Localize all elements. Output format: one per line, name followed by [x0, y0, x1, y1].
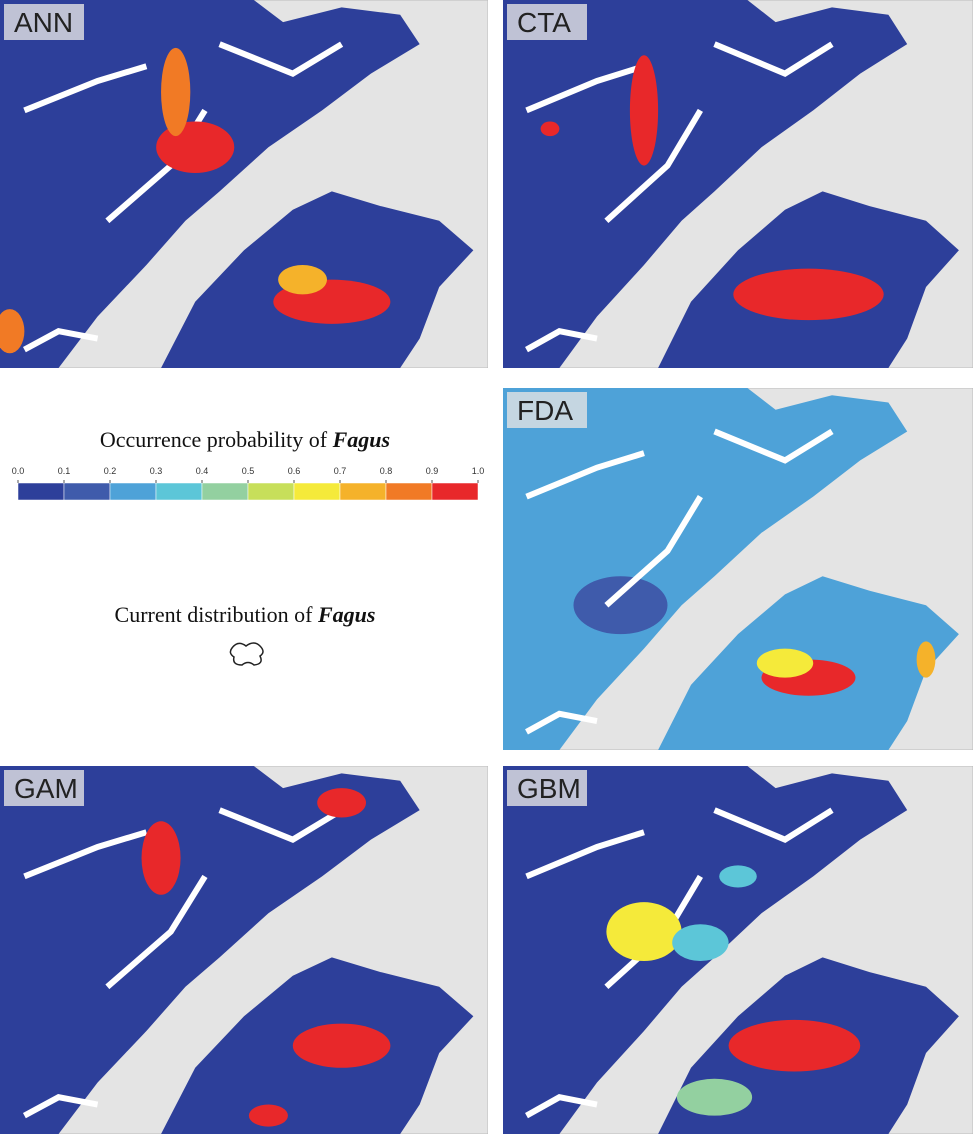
- colorbar-tick-label: 0.0: [12, 466, 25, 476]
- panel-label: ANN: [14, 7, 73, 38]
- panel-label: GBM: [517, 773, 581, 804]
- colorbar-swatch: [432, 483, 478, 500]
- colorbar-swatch: [18, 483, 64, 500]
- colorbar-swatch: [386, 483, 432, 500]
- colorbar-swatch: [64, 483, 110, 500]
- current-caption: Current distribution of Fagus: [115, 602, 376, 627]
- colorbar-tick-label: 0.2: [104, 466, 117, 476]
- hotspot: [249, 1105, 288, 1127]
- hotspot: [606, 902, 681, 961]
- colorbar-tick-label: 0.8: [380, 466, 393, 476]
- colorbar-tick-label: 0.6: [288, 466, 301, 476]
- hotspot: [719, 865, 757, 887]
- legend-title: Occurrence probability of Fagus: [100, 427, 390, 452]
- hotspot: [541, 121, 560, 136]
- figure: ANN CTA FDA GAM GBM Occurrence probability o…: [0, 0, 973, 1134]
- map-panel: ANN: [0, 0, 488, 368]
- colorbar-tick-label: 0.9: [426, 466, 439, 476]
- colorbar-swatch: [340, 483, 386, 500]
- panel-label: GAM: [14, 773, 78, 804]
- hotspot: [630, 55, 658, 165]
- hotspot: [757, 649, 813, 678]
- colorbar-tick-label: 1.0: [472, 466, 485, 476]
- hotspot: [142, 821, 181, 895]
- distribution-icon: [230, 643, 263, 665]
- panel-label: FDA: [517, 395, 573, 426]
- colorbar-tick-label: 0.7: [334, 466, 347, 476]
- hotspot: [917, 641, 936, 677]
- legend-title-text: Occurrence probability of: [100, 427, 333, 452]
- map-panel: FDA: [503, 388, 973, 750]
- map-panel: CTA: [503, 0, 973, 368]
- colorbar-swatch: [294, 483, 340, 500]
- hotspot: [293, 1024, 391, 1068]
- hotspot: [729, 1020, 861, 1072]
- legend-title-species: Fagus: [332, 427, 390, 452]
- hotspot: [278, 265, 327, 294]
- colorbar-swatch: [248, 483, 294, 500]
- map-panel: GAM: [0, 766, 488, 1134]
- colorbar-tick-label: 0.3: [150, 466, 163, 476]
- current-species: Fagus: [317, 602, 375, 627]
- colorbar-swatch: [110, 483, 156, 500]
- map-panel: GBM: [503, 766, 973, 1134]
- colorbar-tick-label: 0.5: [242, 466, 255, 476]
- colorbar-swatch: [156, 483, 202, 500]
- colorbar-tick-label: 0.1: [58, 466, 71, 476]
- hotspot: [317, 788, 366, 817]
- current-text: Current distribution of: [115, 602, 318, 627]
- hotspot: [677, 1079, 752, 1116]
- colorbar-swatch: [202, 483, 248, 500]
- hotspot: [161, 48, 190, 136]
- hotspot: [672, 924, 728, 961]
- low-area: [574, 576, 668, 634]
- colorbar-tick-label: 0.4: [196, 466, 209, 476]
- hotspot: [733, 269, 883, 321]
- panel-label: CTA: [517, 7, 571, 38]
